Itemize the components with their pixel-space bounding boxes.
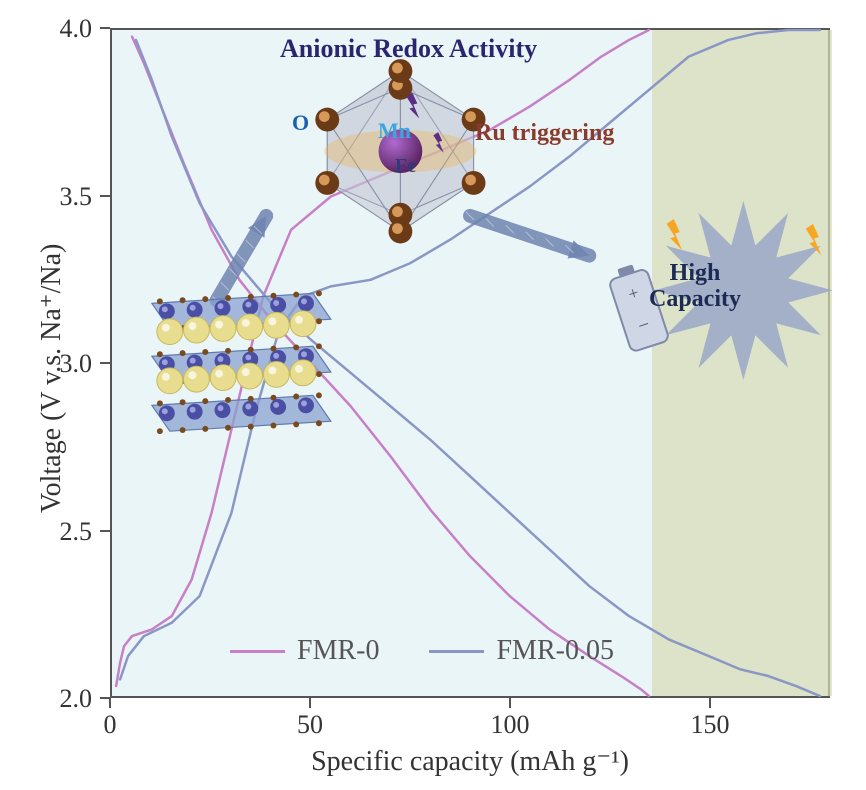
tick-label: 4.0 (60, 14, 93, 44)
tick-label: 2.5 (60, 517, 93, 547)
high-capacity-label: HighCapacity (649, 260, 741, 313)
legend-item: FMR-0.05 (429, 635, 613, 667)
tick-label: 100 (491, 710, 530, 740)
anionic-redox-label: Anionic Redox Activity (280, 34, 537, 64)
arrow-icon (213, 216, 267, 304)
plot-area: +− (110, 28, 830, 698)
x-tick (709, 698, 711, 708)
chart-legend: FMR-0 FMR-0.05 (230, 635, 614, 667)
y-tick (100, 530, 110, 532)
legend-item: FMR-0 (230, 635, 379, 667)
tick-label: 2.0 (60, 684, 93, 714)
legend-label: FMR-0 (297, 635, 379, 667)
y-tick (100, 362, 110, 364)
x-axis-label: Specific capacity (mAh g⁻¹) (311, 744, 629, 778)
tick-label: 150 (691, 710, 730, 740)
x-tick (109, 698, 111, 708)
layered-structure-icon (152, 290, 331, 434)
lightning-icon (667, 219, 683, 250)
y-tick (100, 27, 110, 29)
tick-label: 0 (104, 710, 117, 740)
x-tick (509, 698, 511, 708)
polyhedron-icon (315, 59, 485, 243)
arrow-icon (466, 212, 589, 259)
legend-label: FMR-0.05 (496, 635, 613, 667)
manganese-label: Mn (378, 118, 411, 144)
y-tick (100, 195, 110, 197)
x-tick (309, 698, 311, 708)
tick-label: 50 (297, 710, 323, 740)
y-tick (100, 697, 110, 699)
legend-swatch (429, 650, 484, 653)
iron-label: Fe (395, 155, 416, 178)
oxygen-label: O (292, 110, 309, 136)
tick-label: 3.0 (60, 349, 93, 379)
ru-triggering-label: Ru triggering (475, 120, 614, 147)
legend-swatch (230, 650, 285, 653)
chart-container: +− Specific capacity (mAh g⁻¹) Voltage (… (0, 0, 866, 790)
tick-label: 3.5 (60, 182, 93, 212)
chart-svg: +− (112, 30, 828, 696)
